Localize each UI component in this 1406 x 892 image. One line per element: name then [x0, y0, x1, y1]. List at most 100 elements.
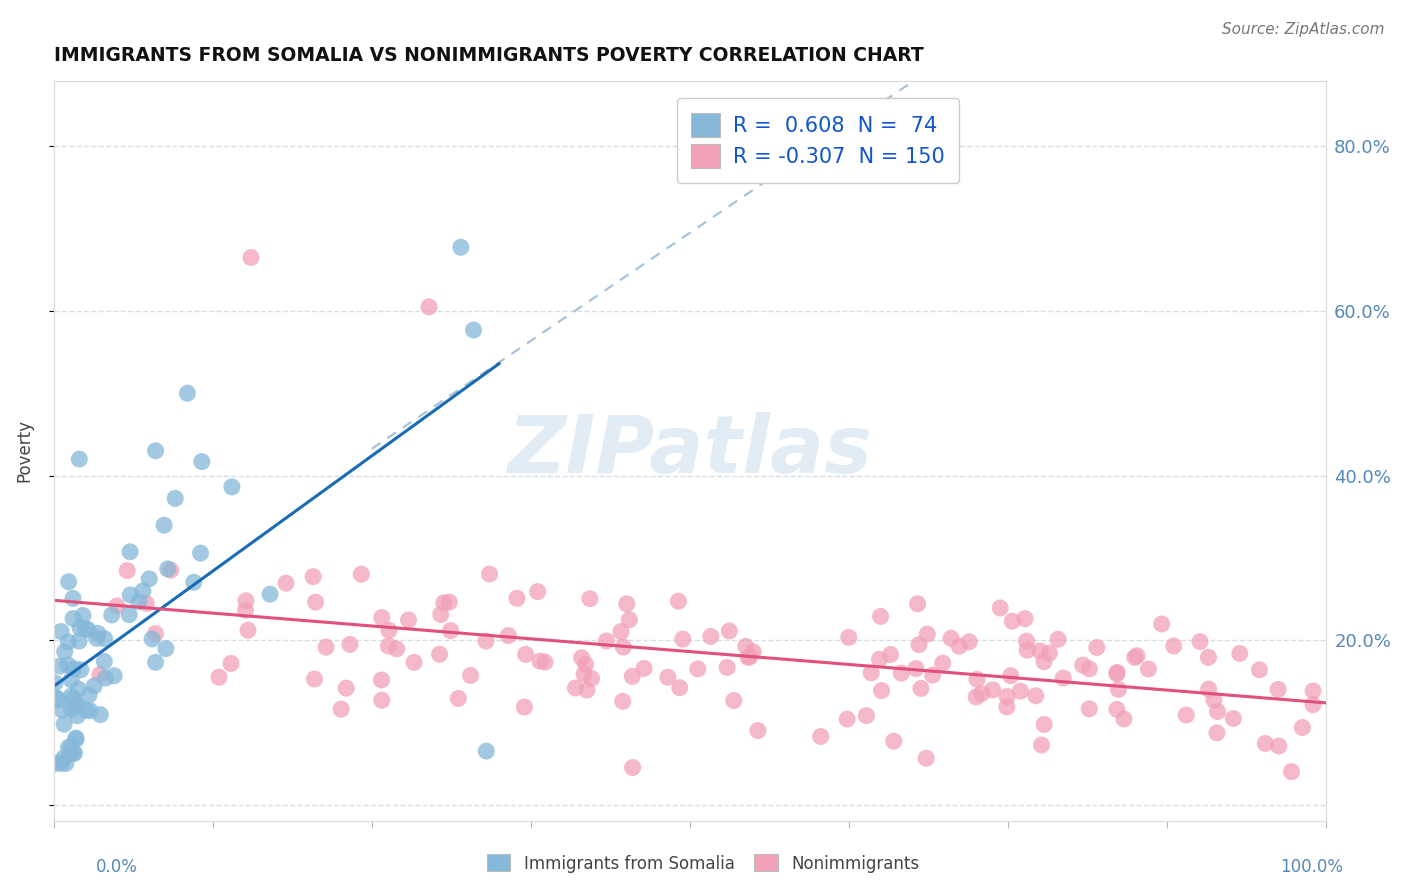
Point [371, 693, 394, 707]
Point [62, 691, 84, 706]
Point [330, 702, 353, 716]
Point [62, 746, 84, 760]
Point [931, 656, 953, 670]
Point [55, 756, 77, 771]
Point [60, 702, 83, 716]
Point [734, 640, 756, 654]
Point [1000, 669, 1022, 683]
Point [86, 632, 108, 646]
Point [1206, 726, 1229, 740]
Point [1078, 702, 1101, 716]
Point [478, 567, 501, 582]
Point [103, 669, 125, 683]
Point [498, 629, 520, 643]
Point [1291, 721, 1313, 735]
Point [398, 613, 420, 627]
Point [120, 545, 142, 559]
Point [304, 672, 326, 686]
Point [855, 708, 877, 723]
Text: ZIPatlas: ZIPatlas [508, 412, 872, 490]
Legend: R =  0.608  N =  74, R = -0.307  N = 150: R = 0.608 N = 74, R = -0.307 N = 150 [676, 98, 959, 183]
Point [53, 717, 76, 731]
Point [915, 751, 938, 765]
Point [1267, 682, 1289, 697]
Point [66, 698, 89, 712]
Point [966, 673, 988, 687]
Point [404, 656, 426, 670]
Point [737, 650, 759, 665]
Point [1198, 682, 1220, 697]
Point [120, 588, 142, 602]
Legend: Immigrants from Somalia, Nonimmigrants: Immigrants from Somalia, Nonimmigrants [481, 847, 925, 880]
Point [910, 681, 932, 696]
Point [69, 621, 91, 635]
Point [67, 452, 90, 467]
Point [1126, 648, 1149, 663]
Point [77, 688, 100, 702]
Point [740, 649, 762, 664]
Point [1017, 643, 1039, 657]
Point [45, 756, 67, 771]
Point [879, 648, 901, 662]
Point [1188, 634, 1211, 648]
Point [610, 624, 633, 639]
Point [1137, 662, 1160, 676]
Point [1197, 650, 1219, 665]
Point [1123, 650, 1146, 665]
Point [742, 645, 765, 659]
Point [89, 667, 111, 681]
Point [475, 744, 498, 758]
Point [1206, 705, 1229, 719]
Point [657, 670, 679, 684]
Point [1268, 739, 1291, 753]
Point [575, 657, 598, 672]
Point [747, 723, 769, 738]
Point [575, 683, 598, 698]
Point [58, 740, 80, 755]
Point [93, 655, 115, 669]
Point [460, 668, 482, 682]
Point [141, 632, 163, 646]
Point [58, 635, 80, 649]
Point [145, 626, 167, 640]
Point [1105, 702, 1128, 716]
Text: IMMIGRANTS FROM SOMALIA VS NONIMMIGRANTS POVERTY CORRELATION CHART: IMMIGRANTS FROM SOMALIA VS NONIMMIGRANTS… [53, 46, 924, 65]
Point [302, 569, 325, 583]
Point [65, 731, 87, 745]
Point [58, 747, 80, 762]
Point [1033, 655, 1056, 669]
Y-axis label: Poverty: Poverty [15, 419, 32, 483]
Point [83, 679, 105, 693]
Point [67, 634, 90, 648]
Point [155, 641, 177, 656]
Point [723, 693, 745, 707]
Point [529, 654, 551, 668]
Point [564, 681, 586, 695]
Point [339, 637, 361, 651]
Point [981, 682, 1004, 697]
Point [447, 691, 470, 706]
Point [506, 591, 529, 606]
Point [957, 634, 980, 648]
Point [612, 640, 634, 654]
Point [837, 712, 859, 726]
Point [1107, 665, 1129, 680]
Point [1202, 693, 1225, 707]
Point [513, 700, 536, 714]
Point [716, 660, 738, 674]
Point [65, 732, 87, 747]
Point [475, 634, 498, 648]
Point [94, 671, 117, 685]
Point [159, 563, 181, 577]
Point [191, 454, 214, 468]
Point [183, 575, 205, 590]
Point [907, 597, 929, 611]
Point [304, 595, 326, 609]
Point [1249, 663, 1271, 677]
Point [700, 629, 723, 643]
Point [616, 597, 638, 611]
Point [1150, 617, 1173, 632]
Point [921, 668, 943, 682]
Point [89, 707, 111, 722]
Point [235, 594, 257, 608]
